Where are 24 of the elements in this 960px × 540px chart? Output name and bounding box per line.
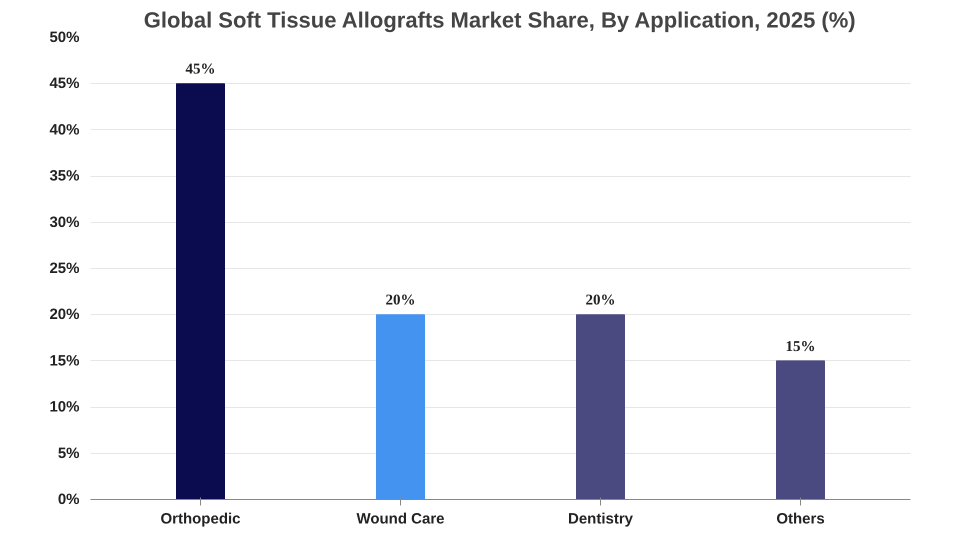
y-tick-label: 30% (49, 214, 80, 231)
y-tick-label: 40% (49, 121, 80, 138)
bar (576, 314, 625, 500)
chart-title: Global Soft Tissue Allografts Market Share, By Application, 2025 (%) (144, 8, 856, 32)
x-tick-label: Wound Care (356, 510, 445, 528)
y-tick-label: 15% (49, 352, 80, 370)
x-tick-label: Orthopedic (160, 510, 241, 528)
y-tick-label: 20% (49, 306, 80, 324)
y-tick-label: 35% (49, 168, 80, 185)
y-tick-label: 45% (49, 75, 80, 92)
bar (376, 314, 425, 500)
y-tick-label: 25% (49, 260, 80, 277)
data-label: 20% (386, 292, 416, 309)
y-tick-label: 0% (58, 491, 80, 508)
data-label: 45% (186, 62, 216, 78)
data-label: 15% (786, 338, 816, 355)
y-tick-label: 5% (58, 444, 80, 462)
x-tick-label: Dentistry (568, 510, 634, 528)
bar (176, 83, 225, 500)
bar (776, 360, 825, 500)
data-label: 20% (586, 292, 616, 309)
y-tick-label: 50% (49, 29, 80, 46)
y-tick-label: 10% (49, 398, 80, 416)
x-tick-label: Others (776, 510, 825, 528)
